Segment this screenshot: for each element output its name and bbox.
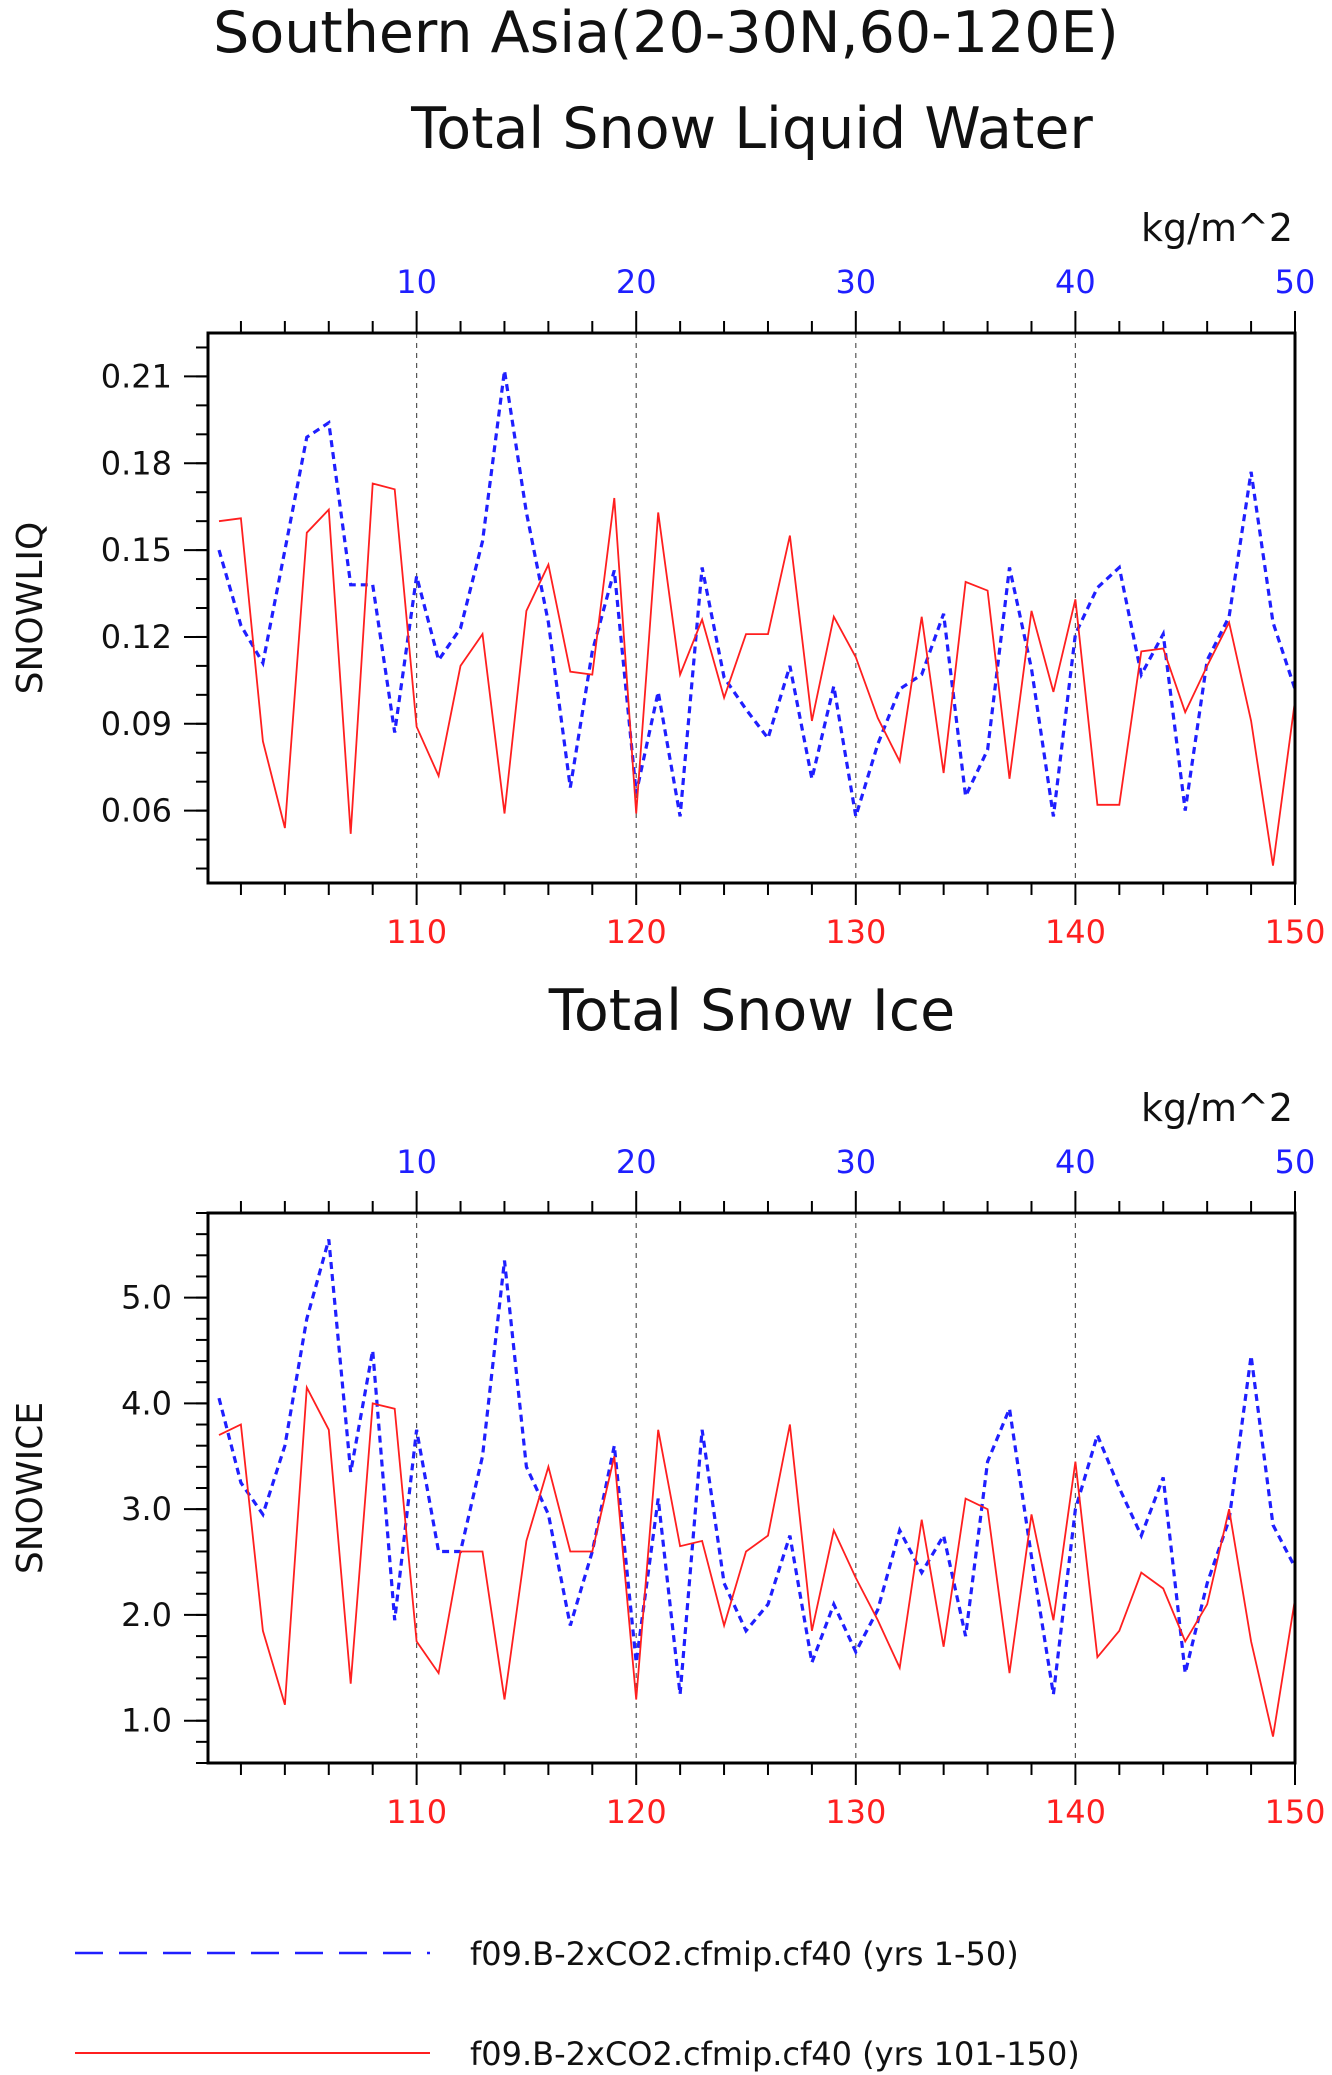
x-tick-label-top: 30 xyxy=(835,263,876,301)
y-tick-label: 0.21 xyxy=(101,357,172,395)
y-tick-label: 0.12 xyxy=(101,618,172,656)
x-tick-label-top: 30 xyxy=(835,1143,876,1181)
y-axis-label: SNOWICE xyxy=(10,1402,51,1574)
x-tick-label-bottom: 150 xyxy=(1264,913,1325,951)
unit-label: kg/m^2 xyxy=(1141,1086,1293,1130)
series-line-yrs-1-50 xyxy=(217,1238,1295,1695)
legend-label-yrs-101-150: f09.B-2xCO2.cfmip.cf40 (yrs 101-150) xyxy=(470,2035,1080,2073)
y-tick-label: 4.0 xyxy=(121,1384,172,1422)
x-tick-label-top: 20 xyxy=(616,1143,657,1181)
snowice-panel: 10 20 30 40 50 110 120 130 140 150 kg/m^2 5.0 4.0 3.0… xyxy=(10,1086,1326,1831)
x-tick-label-bottom: 140 xyxy=(1045,1793,1106,1831)
x-tick-label-top: 50 xyxy=(1275,263,1316,301)
unit-label: kg/m^2 xyxy=(1141,206,1293,250)
x-tick-label-bottom: 130 xyxy=(825,1793,886,1831)
x-tick-label-bottom: 150 xyxy=(1264,1793,1325,1831)
legend: f09.B-2xCO2.cfmip.cf40 (yrs 1-50) f09.B-… xyxy=(75,1935,1080,2073)
x-tick-label-bottom: 110 xyxy=(386,1793,447,1831)
chart-title-ice: Total Snow Ice xyxy=(548,978,955,1044)
x-tick-label-bottom: 130 xyxy=(825,913,886,951)
x-tick-label-top: 40 xyxy=(1055,1143,1096,1181)
x-tick-label-bottom: 120 xyxy=(606,913,667,951)
chart-title-liquid: Total Snow Liquid Water xyxy=(410,96,1093,162)
y-tick-label: 0.15 xyxy=(101,531,172,569)
x-tick-label-bottom: 110 xyxy=(386,913,447,951)
y-tick-label: 0.06 xyxy=(101,792,172,830)
y-tick-label: 0.09 xyxy=(101,705,172,743)
x-tick-label-bottom: 140 xyxy=(1045,913,1106,951)
series-line-yrs-101-150 xyxy=(218,1384,1295,1737)
x-tick-label-top: 10 xyxy=(396,263,437,301)
plot-frame xyxy=(206,331,1297,885)
page-title: Southern Asia(20-30N,60-120E) xyxy=(213,0,1119,66)
y-tick-label: 5.0 xyxy=(121,1279,172,1317)
snowliq-panel: 10 20 30 40 50 110 120 130 140 150 kg/m^2 0.21 0.18 0… xyxy=(10,206,1326,951)
plot-frame xyxy=(206,1211,1297,1765)
series-line-yrs-1-50 xyxy=(217,370,1295,817)
y-tick-label: 0.18 xyxy=(101,444,172,482)
series-line-yrs-101-150 xyxy=(218,482,1295,866)
legend-label-yrs-1-50: f09.B-2xCO2.cfmip.cf40 (yrs 1-50) xyxy=(470,1935,1019,1973)
x-tick-label-top: 50 xyxy=(1275,1143,1316,1181)
y-axis-label: SNOWLIQ xyxy=(10,522,51,695)
x-tick-label-top: 10 xyxy=(396,1143,437,1181)
x-tick-label-top: 40 xyxy=(1055,263,1096,301)
y-tick-label: 3.0 xyxy=(121,1490,172,1528)
x-tick-label-bottom: 120 xyxy=(606,1793,667,1831)
y-tick-label: 2.0 xyxy=(121,1596,172,1634)
x-tick-label-top: 20 xyxy=(616,263,657,301)
y-tick-label: 1.0 xyxy=(121,1702,172,1740)
